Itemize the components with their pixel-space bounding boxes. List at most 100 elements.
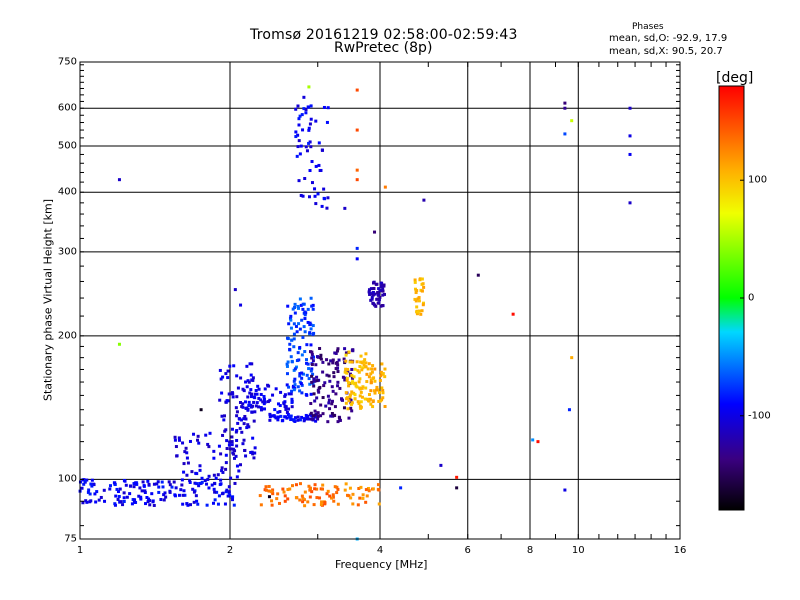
scatter-point bbox=[359, 400, 363, 404]
x-tick-label: 1 bbox=[76, 545, 84, 556]
scatter-point bbox=[261, 407, 265, 411]
scatter-point bbox=[118, 487, 122, 491]
scatter-point bbox=[381, 389, 385, 393]
scatter-point bbox=[356, 503, 360, 507]
scatter-point bbox=[283, 499, 287, 503]
scatter-point bbox=[245, 426, 249, 430]
scatter-point bbox=[371, 487, 375, 491]
scatter-point bbox=[288, 347, 292, 351]
scatter-point bbox=[309, 343, 313, 347]
scatter-point bbox=[334, 392, 338, 396]
scatter-point bbox=[141, 480, 145, 484]
scatter-point bbox=[356, 400, 360, 404]
scatter-point bbox=[331, 389, 335, 393]
scatter-point bbox=[310, 362, 314, 366]
scatter-point bbox=[108, 487, 112, 491]
scatter-point bbox=[117, 342, 121, 346]
scatter-point bbox=[218, 368, 222, 372]
scatter-point bbox=[298, 152, 302, 156]
scatter-point bbox=[331, 358, 335, 362]
scatter-point bbox=[329, 414, 333, 418]
scatter-point bbox=[362, 360, 366, 364]
scatter-point bbox=[177, 493, 181, 497]
scatter-point bbox=[350, 374, 354, 378]
y-tick-label: 500 bbox=[57, 140, 77, 152]
scatter-point bbox=[357, 401, 361, 405]
scatter-point bbox=[342, 357, 346, 361]
scatter-point bbox=[315, 375, 319, 379]
scatter-point bbox=[364, 352, 368, 356]
scatter-point bbox=[311, 417, 315, 421]
scatter-point bbox=[285, 372, 289, 376]
scatter-point bbox=[306, 362, 310, 366]
scatter-point bbox=[254, 404, 258, 408]
scatter-point bbox=[278, 410, 282, 414]
scatter-point bbox=[348, 395, 352, 399]
scatter-point bbox=[349, 406, 353, 410]
scatter-point bbox=[85, 500, 89, 504]
scatter-point bbox=[138, 486, 142, 490]
scatter-point bbox=[294, 135, 298, 139]
scatter-point bbox=[283, 494, 287, 498]
scatter-point bbox=[304, 413, 308, 417]
scatter-point bbox=[224, 467, 228, 471]
scatter-point bbox=[298, 482, 302, 486]
scatter-point bbox=[212, 473, 216, 477]
scatter-point bbox=[184, 446, 188, 450]
y-axis-label: Stationary phase Virtual Height [km] bbox=[41, 198, 55, 402]
scatter-point bbox=[313, 487, 317, 491]
scatter-point bbox=[377, 301, 381, 305]
scatter-point bbox=[367, 489, 371, 493]
scatter-point bbox=[338, 416, 342, 420]
scatter-point bbox=[144, 502, 148, 506]
y-tick-label: 600 bbox=[57, 102, 77, 114]
scatter-point bbox=[143, 489, 147, 493]
scatter-point bbox=[225, 488, 229, 492]
scatter-point bbox=[413, 280, 417, 284]
scatter-point bbox=[293, 419, 297, 423]
scatter-point bbox=[302, 95, 306, 99]
phase-stats-o-mode: mean, sd,O: -92.9, 17.9 bbox=[609, 33, 728, 44]
scatter-point bbox=[287, 392, 291, 396]
scatter-point bbox=[300, 415, 304, 419]
y-tick-label: 200 bbox=[57, 330, 77, 342]
scatter-point bbox=[233, 288, 237, 292]
colorbar-tick-label: 100 bbox=[748, 174, 768, 186]
scatter-point bbox=[322, 105, 326, 109]
scatter-point bbox=[371, 290, 375, 294]
scatter-point bbox=[292, 418, 296, 422]
scatter-point bbox=[93, 492, 97, 496]
scatter-point bbox=[242, 422, 246, 426]
scatter-point bbox=[338, 418, 342, 422]
scatter-point bbox=[246, 395, 250, 399]
scatter-point bbox=[323, 381, 327, 385]
scatter-point bbox=[88, 500, 92, 504]
scatter-point bbox=[242, 438, 246, 442]
scatter-point bbox=[311, 307, 315, 311]
scatter-point bbox=[289, 418, 293, 422]
scatter-point bbox=[128, 492, 132, 496]
scatter-point bbox=[299, 303, 303, 307]
scatter-point bbox=[346, 369, 350, 373]
scatter-point bbox=[336, 363, 340, 367]
scatter-point bbox=[210, 483, 214, 487]
scatter-point bbox=[133, 498, 137, 502]
scatter-point bbox=[291, 385, 295, 389]
scatter-point bbox=[348, 393, 352, 397]
scatter-point bbox=[310, 374, 314, 378]
scatter-point bbox=[241, 402, 245, 406]
scatter-point bbox=[294, 324, 298, 328]
scatter-point bbox=[370, 370, 374, 374]
scatter-point bbox=[230, 435, 234, 439]
scatter-point bbox=[282, 490, 286, 494]
scatter-point bbox=[241, 387, 245, 391]
scatter-point bbox=[323, 501, 327, 505]
scatter-point bbox=[354, 381, 358, 385]
scatter-point bbox=[222, 418, 226, 422]
scatter-point bbox=[300, 113, 304, 117]
scatter-point bbox=[325, 206, 329, 210]
scatter-point bbox=[293, 367, 297, 371]
scatter-point bbox=[292, 388, 296, 392]
scatter-point bbox=[415, 312, 419, 316]
scatter-point bbox=[359, 406, 363, 410]
